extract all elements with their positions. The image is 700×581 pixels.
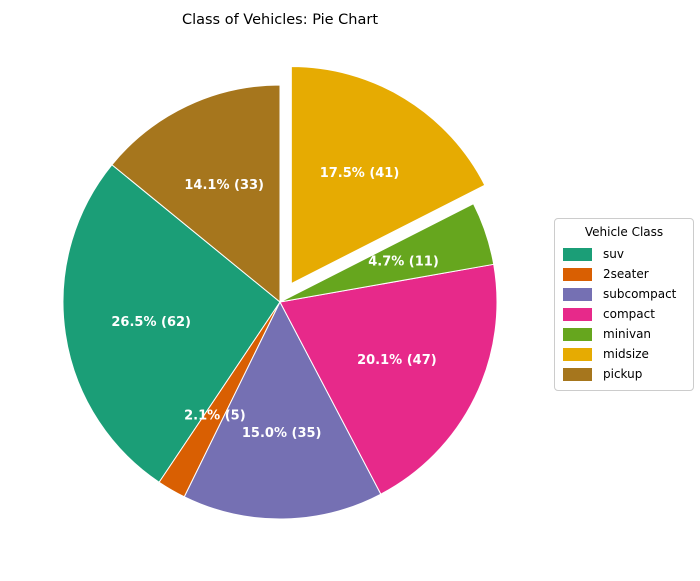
pie-slice-compact — [279, 263, 498, 495]
legend-item-subcompact: subcompact — [563, 284, 685, 304]
legend-label-minivan: minivan — [603, 327, 652, 341]
pie-slice-midsize — [290, 66, 486, 285]
slice-label-subcompact: 15.0% (35) — [242, 426, 322, 441]
legend-title: Vehicle Class — [584, 225, 664, 239]
legend-item-midsize: midsize — [563, 344, 685, 364]
legend-label-subcompact: subcompact — [603, 287, 677, 301]
legend-swatch-compact — [563, 307, 592, 321]
pie-slice-pickup — [111, 84, 281, 303]
legend-swatch-midsize — [563, 347, 592, 361]
legend-box: Vehicle Class suv 2seater subcompact compac… — [554, 218, 694, 391]
legend-label-midsize: midsize — [603, 347, 649, 361]
slice-label-minivan: 4.7% (11) — [368, 254, 439, 269]
slice-label-midsize: 17.5% (41) — [320, 166, 400, 181]
legend-item-2seater: 2seater — [563, 264, 685, 284]
legend-item-suv: suv — [563, 244, 685, 264]
slice-label-suv: 26.5% (62) — [111, 315, 191, 330]
pie-slice-minivan — [279, 203, 495, 303]
legend-swatch-2seater — [563, 267, 592, 281]
legend-item-minivan: minivan — [563, 324, 685, 344]
pie-slice-subcompact — [183, 301, 382, 520]
legend-swatch-pickup — [563, 367, 592, 381]
slice-label-2seater: 2.1% (5) — [184, 408, 246, 423]
legend-label-compact: compact — [603, 307, 655, 321]
legend-item-pickup: pickup — [563, 364, 685, 384]
legend-swatch-subcompact — [563, 287, 592, 301]
slice-label-compact: 20.1% (47) — [357, 353, 437, 368]
legend-swatch-minivan — [563, 327, 592, 341]
legend-label-2seater: 2seater — [603, 267, 649, 281]
slice-label-pickup: 14.1% (33) — [184, 178, 264, 193]
legend-swatch-suv — [563, 247, 592, 261]
legend-item-compact: compact — [563, 304, 685, 324]
legend-label-pickup: pickup — [603, 367, 643, 381]
chart-title: Class of Vehicles: Pie Chart — [181, 12, 379, 28]
legend-label-suv: suv — [603, 247, 624, 261]
legend-items: suv 2seater subcompact compact minivan midsiz… — [563, 244, 685, 384]
pie-slice-suv — [62, 164, 281, 483]
